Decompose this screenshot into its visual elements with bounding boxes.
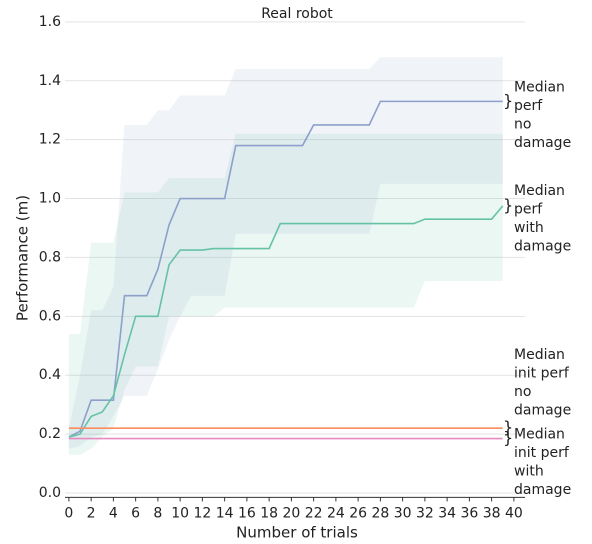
x-tick-label: 30 [394,505,412,521]
brace: } [503,91,513,110]
y-tick-label: 0.8 [39,249,61,265]
series-label: Median [514,347,565,363]
x-tick-label: 4 [109,505,118,521]
y-tick-label: 0.2 [39,426,61,442]
series-label: perf [514,201,543,217]
x-tick-label: 14 [216,505,234,521]
x-tick-label: 34 [438,505,456,521]
x-tick-label: 0 [64,505,73,521]
x-tick-label: 36 [460,505,478,521]
line [68,205,504,438]
x-tick-label: 10 [171,505,189,521]
x-tick-label: 32 [416,505,434,521]
series-label: Median [514,183,565,199]
brace: } [503,418,513,437]
x-tick-label: 16 [238,505,256,521]
x-tick-label: 18 [260,505,278,521]
x-tick-label: 8 [153,505,162,521]
band [68,57,503,449]
x-tick-label: 28 [371,505,389,521]
y-tick-label: 1.4 [39,73,61,89]
y-tick-label: 1.2 [39,132,61,148]
series-label: damage [514,135,571,151]
brace: } [503,195,513,214]
x-tick-label: 22 [305,505,323,521]
line [68,100,503,438]
series-label: Median [514,79,565,95]
y-tick-label: 0.6 [39,308,61,324]
series-label: Median [514,427,565,443]
series-label: with [514,220,544,236]
x-tick-label: 26 [349,505,367,521]
y-tick-label: 0.0 [39,485,61,501]
x-tick-label: 2 [87,505,96,521]
x-tick-label: 6 [131,505,140,521]
series-label: damage [514,482,571,498]
band [68,133,503,455]
x-tick-label: 38 [483,505,501,521]
y-tick-label: 1.0 [39,191,61,207]
series-label: init perf [514,445,570,461]
y-tick-label: 1.6 [39,14,61,30]
series-label: no [514,116,531,132]
brace: } [503,428,513,447]
series-label: perf [514,98,543,114]
series-label: no [514,384,531,400]
x-tick-label: 24 [327,505,345,521]
x-tick-label: 12 [193,505,211,521]
y-tick-label: 0.4 [39,367,61,383]
series-label: with [514,464,544,480]
series-label: damage [514,403,571,419]
series-label: init perf [514,366,570,382]
y-axis-label: Performance (m) [14,195,32,321]
chart-title: Real robot [261,6,333,22]
series-label: damage [514,238,571,254]
x-tick-label: 40 [505,505,523,521]
x-tick-label: 20 [282,505,300,521]
x-axis-label: Number of trials [236,524,358,542]
